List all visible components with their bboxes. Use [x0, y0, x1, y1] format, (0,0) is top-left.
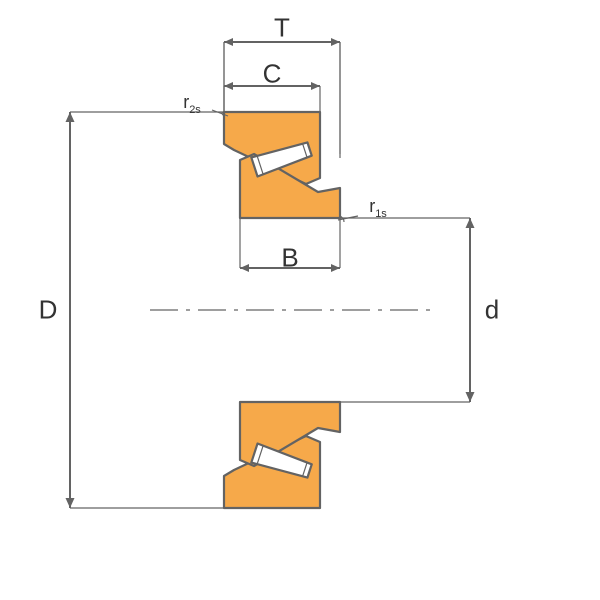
label-D: D [39, 295, 58, 326]
label-r2s: r2s [183, 92, 201, 116]
label-C: C [263, 59, 282, 90]
label-r1s: r1s [369, 196, 387, 220]
label-B: B [281, 243, 298, 274]
label-d: d [485, 295, 499, 326]
label-T: T [274, 13, 290, 44]
engineering-diagram: D d T C B r2s r1s [0, 0, 600, 600]
